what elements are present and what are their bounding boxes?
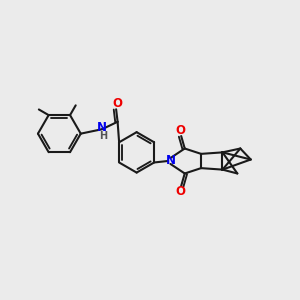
Text: N: N — [166, 154, 176, 167]
Text: O: O — [112, 98, 123, 110]
Text: O: O — [176, 185, 186, 198]
Text: O: O — [176, 124, 186, 137]
Text: H: H — [100, 131, 108, 141]
Text: N: N — [97, 121, 107, 134]
